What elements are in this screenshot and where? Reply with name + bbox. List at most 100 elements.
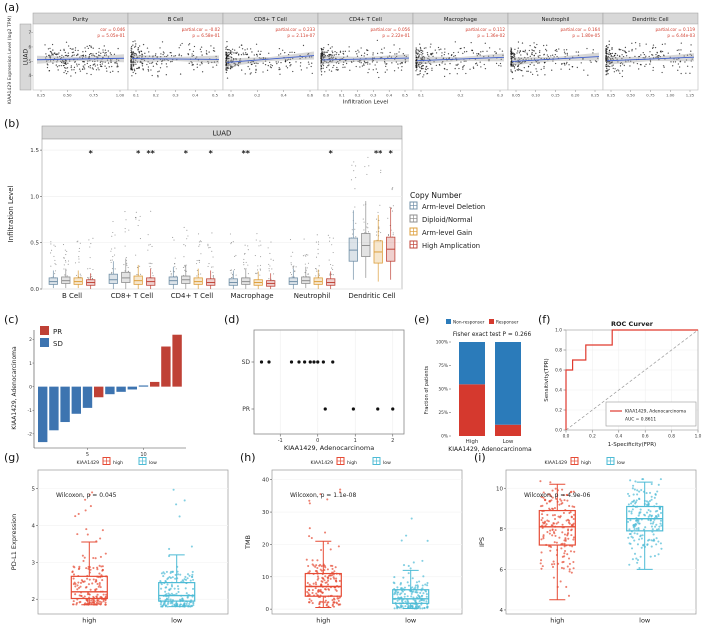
- g-y-tick: 4: [32, 523, 36, 529]
- a-cor-annotation: partial.cor = 0.056: [370, 27, 410, 32]
- g-y-tick: 5: [32, 486, 36, 492]
- a-x-tick: 0.10: [532, 93, 541, 98]
- f-y-tick: 1.0: [555, 328, 562, 334]
- g-legend-entry: low: [149, 460, 157, 466]
- a-p-annotation: p = 6.58e-01: [192, 33, 220, 38]
- e-x-axis-label: KIAA1429, Adenocarcinoma: [448, 446, 532, 453]
- d-point: [267, 360, 271, 364]
- b-legend-entry: Arm-level Gain: [422, 229, 472, 237]
- b-legend-entry: High Amplication: [422, 242, 480, 250]
- f-x-tick: 0.6: [642, 434, 649, 440]
- e-bar-segment: [459, 384, 485, 436]
- c-y-axis-label: KIAA1429, Adenocarcinoma: [11, 346, 18, 430]
- d-point: [303, 360, 307, 364]
- a-x-tick: 0.0: [323, 93, 330, 98]
- a-x-tick: 0.3: [497, 93, 504, 98]
- f-y-axis-label: Sensitivity(TPR): [544, 358, 550, 401]
- b-category-label: B Cell: [62, 292, 82, 300]
- d-x-tick: 0: [316, 438, 319, 444]
- a-subplot-title: CD4+ T Cell: [349, 17, 382, 23]
- i-legend-entry: high: [581, 460, 591, 466]
- c-y-tick: 1: [29, 361, 32, 367]
- panel-e-label: (e): [414, 313, 430, 326]
- panel-a-scatter-row: KIAA1429 Expression Level (log2 TPM) LUAD…: [7, 12, 699, 106]
- a-x-tick: 0.25: [607, 93, 616, 98]
- c-legend-entry: PR: [53, 328, 62, 336]
- g-y-tick: 2: [32, 597, 36, 603]
- a-x-tick: 0.75: [646, 93, 655, 98]
- g-pvalue-label: Wilcoxon, p = 0.045: [56, 492, 117, 499]
- d-point: [297, 360, 301, 364]
- i-x-tick: low: [639, 617, 651, 625]
- a-x-tick: 0.0: [228, 93, 235, 98]
- a-x-tick: 0.50: [627, 93, 636, 98]
- c-bar: [150, 381, 160, 387]
- b-y-tick: 1.5: [30, 148, 39, 154]
- d-point: [351, 407, 355, 411]
- f-y-tick: 0.6: [555, 368, 562, 374]
- c-bar: [38, 386, 48, 443]
- b-category-label: CD8+ T Cell: [111, 292, 153, 300]
- panel-g-label: (g): [4, 451, 20, 464]
- h-legend-entry: low: [383, 460, 391, 466]
- e-y-tick: 75%: [438, 363, 448, 369]
- h-y-tick: 0: [266, 607, 270, 613]
- c-x-tick: 10: [140, 452, 146, 458]
- f-x-tick: 0.0: [563, 434, 570, 440]
- f-x-tick: 0.4: [615, 434, 622, 440]
- panel-a-label: (a): [4, 1, 20, 14]
- c-bar: [60, 386, 70, 423]
- b-category-label: Dendritic Cell: [348, 292, 395, 300]
- a-cor-annotation: partial.cor = 0.233: [275, 27, 315, 32]
- f-x-tick: 0.8: [668, 434, 675, 440]
- e-y-tick: 50%: [438, 387, 448, 393]
- e-bar-segment: [495, 342, 521, 425]
- i-legend-title: KIAA1429: [545, 460, 568, 466]
- panel-i-label: (i): [474, 451, 486, 464]
- e-bar-segment: [495, 424, 521, 436]
- a-x-tick: 0.2: [355, 93, 362, 98]
- a-x-tick: 0.25: [37, 93, 46, 98]
- b-significance-asterisk: **: [242, 149, 251, 158]
- a-x-tick: 1.25: [686, 93, 695, 98]
- a-cor-annotation: partial.cor = 0.119: [655, 27, 695, 32]
- c-y-tick: 0: [29, 384, 32, 390]
- a-p-annotation: p = 1.36e-02: [477, 33, 505, 38]
- h-x-tick: high: [316, 617, 330, 625]
- c-bar: [161, 346, 171, 387]
- e-title: Fisher exact test P = 0.266: [453, 332, 532, 338]
- d-row-label: SD: [242, 359, 251, 366]
- d-point: [331, 360, 335, 364]
- c-x-tick: 5: [86, 452, 89, 458]
- a-p-annotation: p = 5.05e-01: [97, 33, 125, 38]
- b-significance-asterisk: **: [374, 149, 383, 158]
- c-legend-swatch-pr: [40, 326, 49, 335]
- c-y-tick: -2: [28, 432, 33, 438]
- a-y-tick: 6: [28, 44, 31, 49]
- a-x-tick: 0.05: [512, 93, 521, 98]
- a-x-tick: 0.3: [172, 93, 179, 98]
- a-x-tick: 0.6: [307, 93, 314, 98]
- panel-g-jitter-box: KIAA1429 high low 2 3 4 5 PD-L1 Expression high l…: [10, 457, 229, 625]
- a-y-tick: 4: [28, 73, 31, 78]
- a-cor-annotation: partial.cor = -0.02: [182, 27, 221, 32]
- h-y-tick: 30: [262, 510, 269, 516]
- f-y-tick: 0.4: [555, 388, 562, 394]
- b-legend-entry: Arm-level Deletion: [422, 203, 485, 211]
- c-y-tick: 2: [29, 337, 32, 343]
- a-x-tick: 0.4: [281, 93, 288, 98]
- b-significance-asterisk: *: [136, 149, 141, 158]
- a-x-tick: 0.2: [457, 93, 464, 98]
- panel-f-label: (f): [538, 313, 551, 326]
- e-y-tick: 25%: [438, 410, 448, 416]
- d-point: [289, 360, 294, 364]
- a-x-tick: 0.20: [571, 93, 580, 98]
- b-legend-entry: Diploid/Normal: [422, 216, 473, 224]
- panel-d-label: (d): [224, 313, 240, 326]
- h-legend-title: KIAA1429: [311, 460, 334, 466]
- f-title: ROC Curver: [611, 320, 654, 328]
- d-point: [308, 360, 312, 364]
- h-x-tick: low: [405, 617, 417, 625]
- a-x-tick: 0.5: [212, 93, 219, 98]
